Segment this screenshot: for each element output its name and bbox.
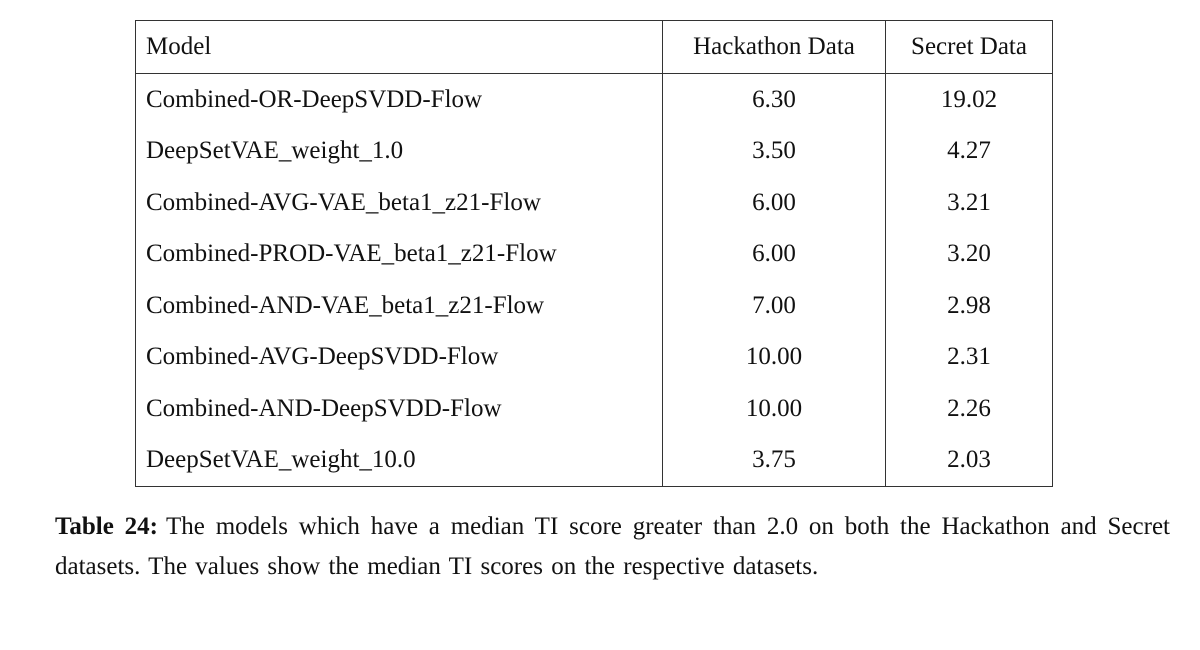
value-cell: 19.02: [885, 73, 1053, 126]
value-cell: 3.21: [885, 177, 1053, 229]
table-row: Combined-AVG-VAE_beta1_z21-Flow 6.00 3.21: [135, 177, 1053, 229]
column-header: Model: [135, 20, 663, 74]
value-cell: 10.00: [662, 331, 886, 383]
model-cell: Combined-AND-DeepSVDD-Flow: [135, 383, 663, 435]
table-row: Combined-AND-DeepSVDD-Flow 10.00 2.26: [135, 383, 1053, 435]
model-cell: Combined-OR-DeepSVDD-Flow: [135, 73, 663, 126]
table-caption: Table 24: The models which have a median …: [55, 507, 1170, 586]
header-row: Model Hackathon Data Secret Data: [135, 20, 1053, 74]
caption-label: Table 24:: [55, 513, 158, 540]
value-cell: 4.27: [885, 125, 1053, 177]
value-cell: 3.50: [662, 125, 886, 177]
model-cell: Combined-PROD-VAE_beta1_z21-Flow: [135, 228, 663, 280]
table-row: DeepSetVAE_weight_10.0 3.75 2.03: [135, 434, 1053, 487]
value-cell: 6.00: [662, 228, 886, 280]
value-cell: 2.98: [885, 280, 1053, 332]
caption-text: The models which have a median TI score …: [55, 513, 1170, 580]
model-cell: DeepSetVAE_weight_10.0: [135, 434, 663, 487]
model-cell: DeepSetVAE_weight_1.0: [135, 125, 663, 177]
table-body: Combined-OR-DeepSVDD-Flow 6.30 19.02 DeepSe…: [135, 73, 1053, 487]
value-cell: 2.31: [885, 331, 1053, 383]
value-cell: 2.26: [885, 383, 1053, 435]
column-header: Secret Data: [885, 20, 1053, 74]
value-cell: 2.03: [885, 434, 1053, 487]
value-cell: 7.00: [662, 280, 886, 332]
table-row: Combined-AND-VAE_beta1_z21-Flow 7.00 2.98: [135, 280, 1053, 332]
model-cell: Combined-AVG-VAE_beta1_z21-Flow: [135, 177, 663, 229]
table-row: Combined-AVG-DeepSVDD-Flow 10.00 2.31: [135, 331, 1053, 383]
value-cell: 3.75: [662, 434, 886, 487]
value-cell: 10.00: [662, 383, 886, 435]
model-cell: Combined-AND-VAE_beta1_z21-Flow: [135, 280, 663, 332]
column-header: Hackathon Data: [662, 20, 886, 74]
table-row: Combined-OR-DeepSVDD-Flow 6.30 19.02: [135, 73, 1053, 126]
table-row: DeepSetVAE_weight_1.0 3.50 4.27: [135, 125, 1053, 177]
value-cell: 3.20: [885, 228, 1053, 280]
results-table: Model Hackathon Data Secret Data Combined-…: [135, 20, 1053, 487]
table-row: Combined-PROD-VAE_beta1_z21-Flow 6.00 3.20: [135, 228, 1053, 280]
value-cell: 6.30: [662, 73, 886, 126]
model-cell: Combined-AVG-DeepSVDD-Flow: [135, 331, 663, 383]
value-cell: 6.00: [662, 177, 886, 229]
